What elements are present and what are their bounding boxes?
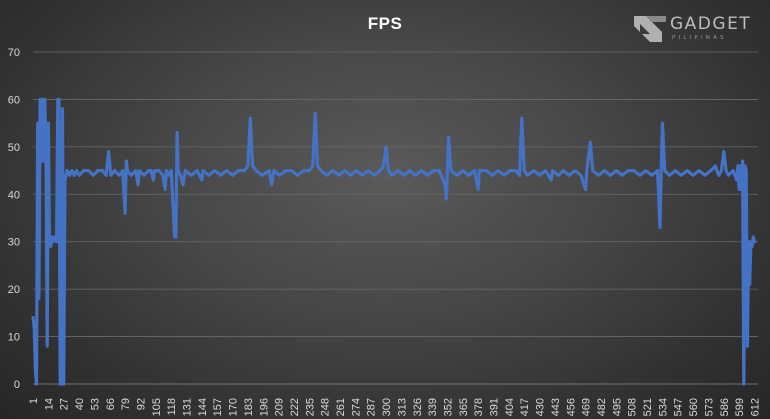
x-tick-label: 599	[734, 398, 746, 416]
y-tick-label: 20	[8, 284, 20, 296]
x-tick-label: 274	[350, 398, 362, 416]
x-tick-label: 196	[258, 398, 270, 416]
x-tick-label: 209	[274, 398, 286, 416]
x-tick-label: 248	[320, 398, 332, 416]
y-tick-label: 10	[8, 332, 20, 344]
y-tick-label: 60	[8, 94, 20, 106]
x-tick-label: 508	[627, 398, 639, 416]
gadget-pilipinas-logo: GADGET PILIPINAS	[632, 10, 762, 50]
x-tick-label: 66	[105, 398, 117, 410]
x-tick-label: 573	[703, 398, 715, 416]
x-tick-label: 157	[212, 398, 224, 416]
x-tick-label: 378	[473, 398, 485, 416]
x-axis: 1 14 27 40 53 66 79 92 105 118 131 144 157 170 183 196 2…	[28, 398, 761, 416]
logo-subtitle: PILIPINAS	[672, 35, 727, 41]
x-tick-label: 1	[28, 398, 40, 404]
x-tick-label: 339	[427, 398, 439, 416]
x-tick-label: 105	[151, 398, 163, 416]
x-tick-label: 14	[43, 398, 55, 410]
x-tick-label: 495	[611, 398, 623, 416]
x-tick-label: 222	[289, 398, 301, 416]
x-tick-label: 261	[335, 398, 347, 416]
x-tick-label: 183	[243, 398, 255, 416]
y-axis: 0 10 20 30 40 50 60 70	[8, 47, 20, 391]
y-tick-label: 70	[8, 47, 20, 59]
x-tick-label: 534	[657, 398, 669, 416]
x-tick-label: 352	[442, 398, 454, 416]
x-tick-label: 131	[182, 398, 194, 416]
x-tick-label: 612	[749, 398, 761, 416]
x-tick-label: 443	[550, 398, 562, 416]
x-tick-label: 235	[304, 398, 316, 416]
x-tick-label: 560	[688, 398, 700, 416]
x-tick-label: 53	[89, 398, 101, 410]
x-tick-label: 118	[166, 398, 178, 416]
y-tick-label: 30	[8, 237, 20, 249]
x-tick-label: 326	[412, 398, 424, 416]
x-tick-label: 92	[135, 398, 147, 410]
chart-title: FPS	[367, 14, 403, 33]
logo-mark-icon	[634, 16, 666, 42]
gridlines	[33, 51, 758, 385]
y-tick-label: 50	[8, 142, 20, 154]
x-tick-label: 391	[489, 398, 501, 416]
x-tick-label: 144	[197, 398, 209, 416]
x-tick-label: 521	[642, 398, 654, 416]
x-tick-label: 170	[228, 398, 240, 416]
x-tick-label: 430	[535, 398, 547, 416]
x-tick-label: 27	[59, 398, 71, 410]
y-tick-label: 0	[14, 379, 20, 391]
x-tick-label: 287	[366, 398, 378, 416]
x-tick-label: 79	[120, 398, 132, 410]
x-tick-label: 469	[581, 398, 593, 416]
x-tick-label: 482	[596, 398, 608, 416]
x-tick-label: 365	[458, 398, 470, 416]
logo-name: GADGET	[670, 14, 752, 34]
y-tick-label: 40	[8, 189, 20, 201]
x-tick-label: 313	[396, 398, 408, 416]
x-tick-label: 547	[673, 398, 685, 416]
x-tick-label: 417	[519, 398, 531, 416]
series-layer	[31, 97, 757, 386]
series-line-0	[31, 97, 757, 386]
x-tick-label: 300	[381, 398, 393, 416]
x-tick-label: 404	[504, 398, 516, 416]
x-tick-label: 40	[74, 398, 86, 410]
x-tick-label: 456	[565, 398, 577, 416]
x-tick-label: 586	[719, 398, 731, 416]
